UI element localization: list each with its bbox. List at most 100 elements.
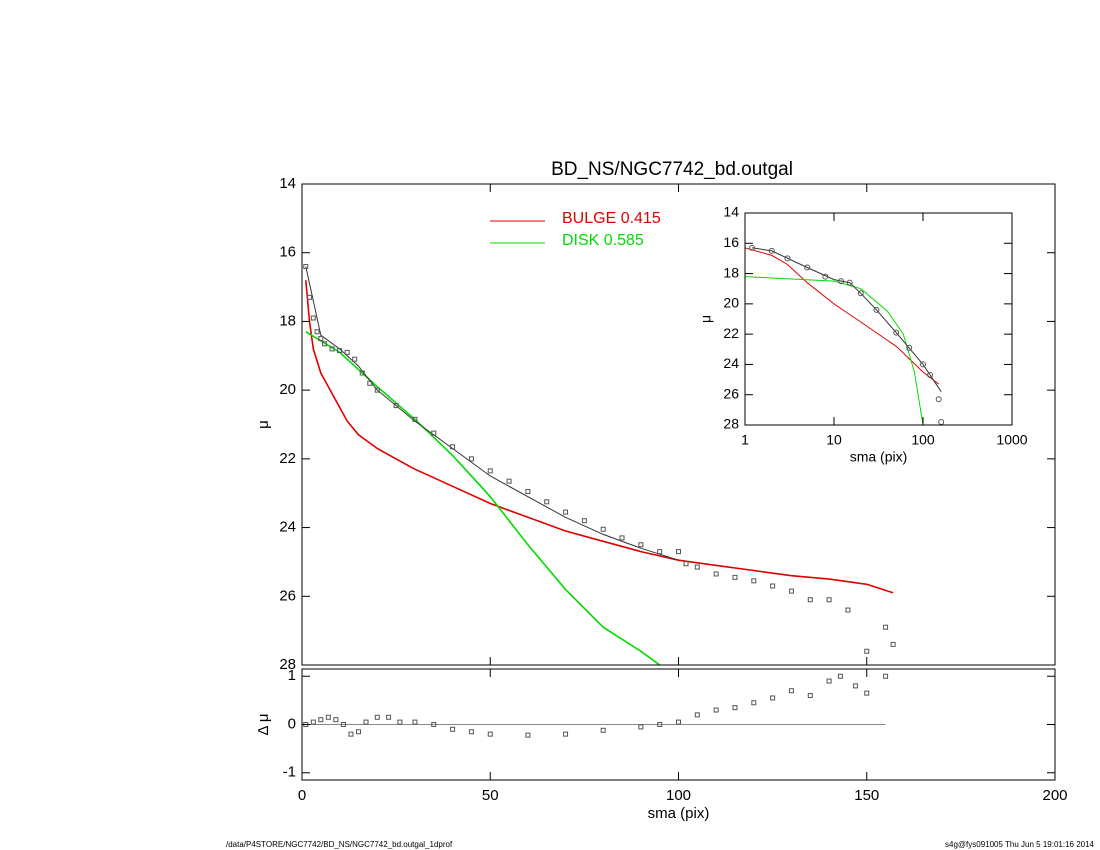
data-point [310, 719, 316, 725]
data-point [788, 688, 794, 694]
data-point [412, 719, 418, 725]
data-point [322, 341, 328, 347]
data-point [397, 719, 403, 725]
data-point [563, 731, 569, 737]
data-point [303, 263, 309, 269]
data-point [374, 387, 380, 393]
data-point [337, 348, 343, 354]
data-point [340, 722, 346, 727]
x-axis-label: sma (pix) [648, 805, 710, 822]
y-tick-label: 14 [279, 175, 296, 192]
series-line [305, 280, 894, 594]
x-tick-label: 200 [1042, 787, 1067, 804]
data-point [525, 732, 531, 738]
y-tick-label: 24 [279, 519, 296, 536]
model-line [751, 247, 942, 392]
series-line [745, 276, 924, 425]
chart-title: BD_NS/NGC7742_bd.outgal [551, 159, 793, 180]
data-point [864, 648, 870, 654]
data-point [307, 294, 313, 300]
data-point [525, 488, 531, 494]
data-point [367, 380, 373, 386]
x-axis-label: sma (pix) [850, 449, 908, 465]
data-point [846, 279, 853, 286]
data-point [770, 583, 776, 589]
data-point [676, 719, 681, 725]
data-point [838, 278, 845, 285]
data-point [638, 724, 644, 730]
data-point [920, 361, 926, 368]
data-point [393, 403, 399, 409]
x-tick-label: 0 [298, 787, 306, 804]
data-point [694, 712, 700, 718]
data-point [935, 396, 942, 403]
model-line [305, 266, 679, 561]
data-point [768, 247, 775, 254]
plot-area [745, 244, 945, 425]
y-tick-label: 22 [723, 325, 739, 341]
data-point [450, 444, 456, 450]
legend-label: DISK 0.585 [562, 232, 644, 249]
data-point [826, 597, 832, 603]
data-point [845, 607, 851, 613]
x-tick-label: 100 [911, 432, 935, 448]
frame [744, 212, 1013, 426]
data-point [314, 329, 320, 335]
data-point [751, 578, 757, 584]
data-point [732, 574, 738, 580]
data-point [386, 714, 392, 720]
x-tick-label: 1 [741, 432, 749, 448]
data-point [412, 416, 418, 422]
plot-area [302, 673, 889, 738]
data-point [506, 478, 512, 484]
data-point [864, 690, 870, 696]
data-point [873, 306, 880, 313]
y-axis-label: Δ μ [255, 713, 272, 735]
data-point [694, 564, 700, 570]
plot-area [303, 263, 896, 665]
data-point [713, 707, 719, 713]
data-point [352, 356, 358, 362]
data-point [563, 509, 569, 515]
data-point [837, 673, 843, 679]
data-point [657, 549, 663, 555]
data-point [822, 273, 829, 280]
y-tick-label: 26 [723, 385, 739, 401]
data-point [581, 518, 587, 524]
y-tick-label: 20 [279, 381, 296, 398]
series-line [305, 331, 661, 665]
x-tick-label: 150 [854, 787, 879, 804]
data-point [784, 255, 791, 262]
data-point [852, 683, 858, 689]
x-tick-label: 1000 [996, 432, 1027, 448]
data-point [487, 468, 493, 474]
y-axis-label: μ [255, 420, 272, 429]
data-point [544, 499, 550, 505]
data-point [883, 673, 889, 679]
data-point [906, 344, 913, 351]
data-point [325, 714, 331, 720]
data-point [893, 329, 900, 336]
y-tick-label: 18 [279, 312, 296, 329]
y-tick-label: 14 [723, 204, 739, 220]
data-point [363, 719, 369, 725]
series-line [745, 247, 940, 385]
data-point [329, 346, 335, 352]
data-point [431, 430, 437, 436]
data-point [938, 418, 945, 425]
legend-label: BULGE 0.415 [562, 210, 661, 227]
data-point [355, 729, 361, 735]
y-tick-label: -1 [283, 764, 296, 781]
data-point [359, 370, 365, 376]
y-tick-label: 1 [288, 667, 296, 684]
data-point [883, 624, 889, 630]
data-point [600, 727, 606, 733]
y-axis-label: μ [698, 315, 714, 323]
data-point [333, 717, 339, 723]
data-point [318, 336, 324, 342]
data-point [676, 549, 681, 555]
footer-left: /data/P4STORE/NGC7742/BD_NS/NGC7742_bd.o… [226, 840, 453, 849]
data-point [751, 700, 757, 706]
data-point [732, 705, 738, 711]
data-point [431, 722, 437, 727]
